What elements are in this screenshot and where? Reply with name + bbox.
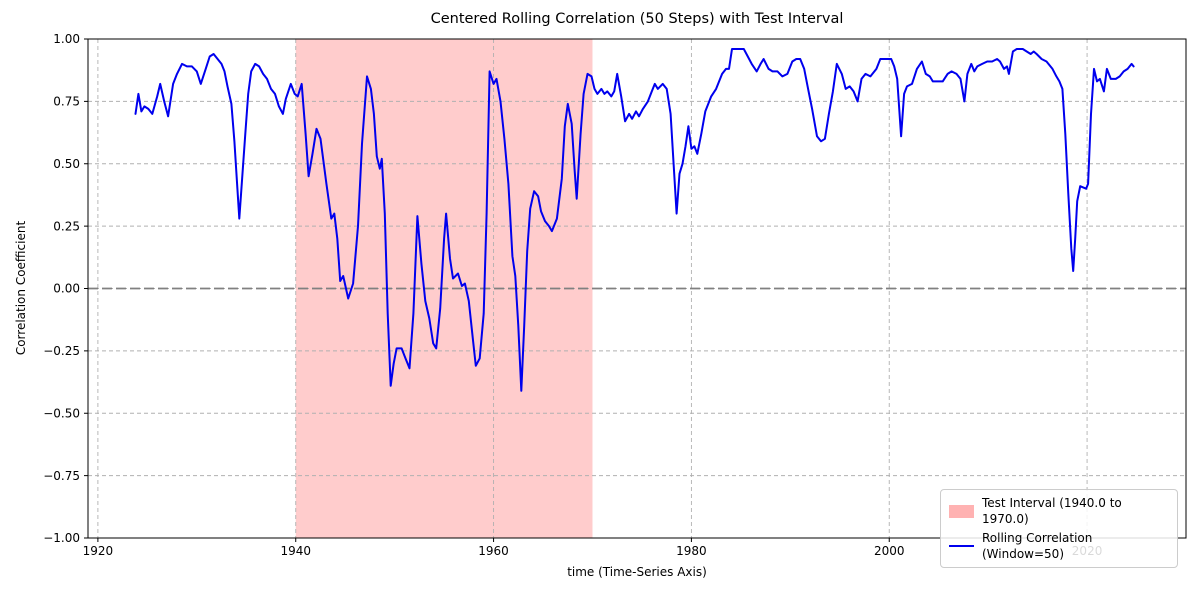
y-tick-label: 0.25 bbox=[53, 219, 80, 233]
x-tick-label: 2000 bbox=[874, 544, 905, 558]
legend-item-test-interval: Test Interval (1940.0 to 1970.0) bbox=[949, 495, 1169, 527]
legend-label-test-interval: Test Interval (1940.0 to 1970.0) bbox=[982, 496, 1122, 526]
x-axis-label: time (Time-Series Axis) bbox=[567, 565, 707, 579]
y-tick-label: 0.00 bbox=[53, 282, 80, 296]
y-tick-label: −0.25 bbox=[43, 344, 80, 358]
x-tick-label: 1980 bbox=[676, 544, 707, 558]
legend-swatch-rolling-correlation bbox=[949, 540, 974, 553]
chart-title: Centered Rolling Correlation (50 Steps) … bbox=[430, 11, 844, 27]
correlation-line bbox=[134, 48, 1135, 392]
legend-label-rolling-correlation: Rolling Correlation (Window=50) bbox=[982, 531, 1093, 561]
legend-item-rolling-correlation: Rolling Correlation (Window=50) bbox=[949, 530, 1169, 562]
y-tick-label: 1.00 bbox=[53, 32, 80, 46]
y-tick-label: 0.75 bbox=[53, 95, 80, 109]
x-tick-label: 1960 bbox=[478, 544, 509, 558]
y-tick-label: −0.50 bbox=[43, 406, 80, 420]
legend-swatch-test-interval bbox=[949, 504, 974, 518]
x-tick-label: 1920 bbox=[83, 544, 114, 558]
y-tick-label: −1.00 bbox=[43, 531, 80, 545]
y-tick-label: 0.50 bbox=[53, 157, 80, 171]
y-tick-label: −0.75 bbox=[43, 469, 80, 483]
y-axis-label: Correlation Coefficient bbox=[14, 220, 28, 356]
x-tick-label: 1940 bbox=[280, 544, 311, 558]
legend: Test Interval (1940.0 to 1970.0) Rolling… bbox=[940, 489, 1178, 568]
